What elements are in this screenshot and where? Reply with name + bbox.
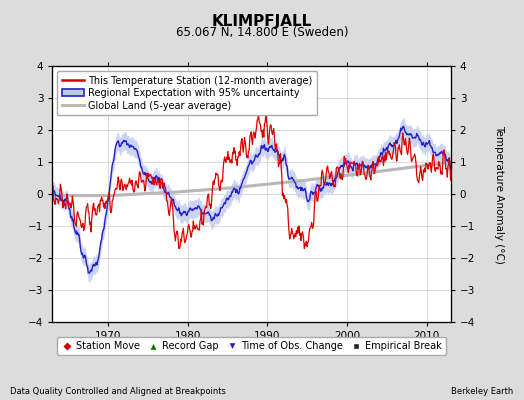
Text: 65.067 N, 14.800 E (Sweden): 65.067 N, 14.800 E (Sweden): [176, 26, 348, 39]
Y-axis label: Temperature Anomaly (°C): Temperature Anomaly (°C): [495, 124, 505, 264]
Text: Berkeley Earth: Berkeley Earth: [451, 387, 514, 396]
Text: KLIMPFJALL: KLIMPFJALL: [212, 14, 312, 29]
Legend: Station Move, Record Gap, Time of Obs. Change, Empirical Break: Station Move, Record Gap, Time of Obs. C…: [57, 337, 446, 355]
Text: Data Quality Controlled and Aligned at Breakpoints: Data Quality Controlled and Aligned at B…: [10, 387, 226, 396]
Legend: This Temperature Station (12-month average), Regional Expectation with 95% uncer: This Temperature Station (12-month avera…: [57, 71, 318, 116]
